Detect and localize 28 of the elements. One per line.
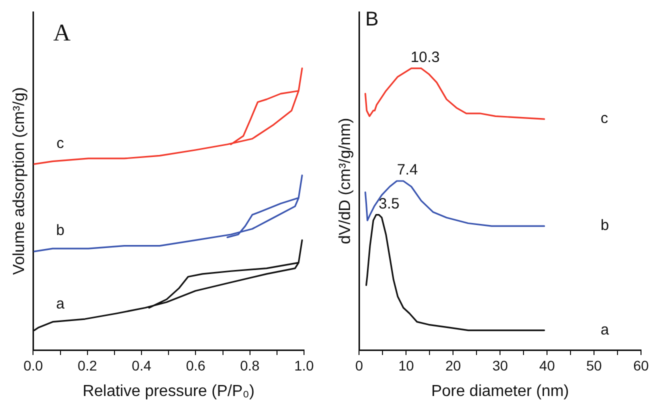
text: b — [600, 217, 609, 234]
y-axis-title: Volume adsorption (cm³/g) — [11, 87, 28, 275]
series-label: a — [56, 295, 66, 312]
x-axis-title: Pore diameter (nm) — [431, 382, 570, 400]
x-tick-label: 1.0 — [294, 357, 314, 374]
series-label: c — [56, 134, 65, 152]
x-tick-label: 0.8 — [240, 357, 260, 374]
y-axis-title: dV/dD (cm³/g/nm) — [337, 118, 354, 244]
x-axis-title: Relative pressure (P/P₀) — [82, 382, 255, 400]
x-tick-label: 60 — [633, 357, 649, 374]
x-tick-label: 40 — [539, 357, 556, 374]
x-tick-label: 50 — [586, 357, 602, 374]
x-tick-label: 30 — [492, 357, 508, 374]
chart-title: B — [365, 8, 379, 31]
x-tick-label: 0.4 — [132, 357, 152, 374]
annotation: 3.5 — [378, 195, 400, 212]
series-label: b — [56, 222, 64, 240]
x-tick-label: 0.6 — [186, 357, 206, 374]
annotation: 10.3 — [410, 48, 440, 66]
x-tick-label: 0.2 — [78, 357, 98, 374]
x-tick-label: 10 — [398, 357, 414, 374]
x-tick-label: 20 — [445, 357, 462, 374]
annotation: 7.4 — [396, 162, 418, 179]
x-tick-label: 0 — [355, 357, 364, 374]
text: a — [600, 321, 610, 338]
x-tick-label: 0.0 — [23, 357, 44, 374]
text: c — [600, 110, 609, 128]
chart-title: A — [53, 20, 72, 46]
